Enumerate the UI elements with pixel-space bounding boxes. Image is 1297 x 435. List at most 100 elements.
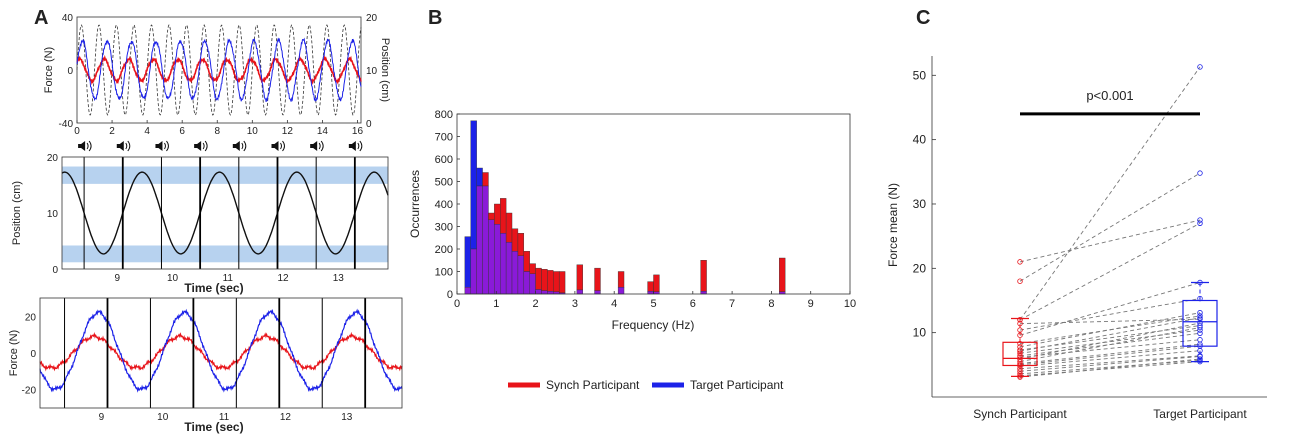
- c-point-target: [1197, 330, 1203, 337]
- b-bar-synch: [617, 271, 625, 288]
- c-point-synch: [1017, 350, 1023, 356]
- c-point-synch: [1017, 374, 1023, 380]
- c-ytick-label: 50: [913, 68, 927, 82]
- b-bar-overlap: [488, 219, 495, 295]
- b-bar-synch: [482, 172, 489, 187]
- b-ytick-label: 800: [435, 109, 453, 121]
- speaker-icon: [194, 140, 208, 152]
- speaker-icon-body: [78, 141, 86, 151]
- c-point-target: [1197, 310, 1203, 316]
- c-pair-line: [1019, 356, 1201, 372]
- b-bar-overlap: [511, 251, 519, 295]
- a1-series-position: [76, 24, 362, 116]
- speaker-icon-body: [116, 141, 124, 151]
- c-point-synch: [1017, 278, 1023, 284]
- a3-series-target: [39, 308, 403, 393]
- b-bar-synch: [779, 257, 786, 292]
- speaker-icon: [232, 140, 247, 152]
- panel-label-a: A: [34, 7, 48, 29]
- b-xtick-label: 10: [844, 298, 856, 310]
- a1-ytick-right-label: 10: [366, 66, 378, 77]
- panel-label-b: B: [428, 7, 442, 29]
- c-pair-line: [1019, 359, 1201, 375]
- c-pair-line: [1019, 312, 1201, 348]
- b-bar-overlap: [470, 248, 477, 295]
- c-pair-line: [1019, 361, 1201, 377]
- a2-position-curve: [61, 171, 389, 255]
- b-xtick-label: 3: [572, 298, 578, 310]
- b-bar-synch: [700, 260, 707, 292]
- c-point-synch: [1017, 363, 1023, 369]
- c-pair-line: [1019, 219, 1201, 263]
- a2-xtick-label: 10: [167, 273, 179, 284]
- b-ytick-label: 700: [435, 132, 453, 144]
- speaker-icon: [271, 140, 285, 152]
- speaker-icon-waves: [202, 140, 208, 152]
- c-ytick-label: 10: [913, 326, 927, 340]
- c-point-synch: [1017, 317, 1023, 323]
- b-xtick-label: 5: [650, 298, 656, 310]
- a2-x-label: Time (sec): [184, 281, 243, 295]
- a3-ytick-label: -20: [22, 386, 37, 397]
- c-point-synch: [1017, 327, 1023, 333]
- a1-y-left-label: Force (N): [43, 47, 55, 93]
- chart-b: 0 1 2 3 4 5 6 7 8 9 10 0 100 200 300 400 500 600 700 800 F…: [408, 109, 856, 392]
- speaker-icon-waves: [318, 140, 324, 152]
- chart-a2: 9 10 11 12 13 0 10 20 Time (sec) Position (cm): [11, 153, 389, 295]
- a1-ytick-right-label: 20: [366, 13, 378, 24]
- c-point-synch: [1017, 259, 1023, 265]
- c-point-synch: [1017, 320, 1023, 327]
- b-xtick-label: 1: [493, 298, 499, 310]
- b-bar-synch: [529, 263, 536, 274]
- c-pair-line: [1019, 327, 1201, 363]
- b-bar-overlap: [517, 255, 525, 295]
- c-point-target: [1197, 220, 1203, 226]
- a2-xtick-label: 9: [114, 273, 120, 284]
- c-point-target: [1197, 217, 1203, 223]
- b-bar-overlap: [500, 233, 507, 295]
- a1-xtick-label: 2: [109, 126, 115, 137]
- b-bar-overlap: [523, 271, 530, 295]
- a1-xtick-label: 14: [317, 126, 329, 137]
- chart-c: 10 20 30 40 50 p<0.001 Synch Participant Tar…: [886, 56, 1267, 421]
- b-bar-synch: [505, 212, 513, 243]
- b-bar-overlap: [617, 287, 625, 295]
- c-point-synch: [1017, 365, 1023, 372]
- b-xtick-label: 4: [611, 298, 617, 310]
- c-pair-line: [1019, 325, 1201, 351]
- b-bar-overlap: [482, 185, 489, 295]
- b-xtick-label: 8: [768, 298, 774, 310]
- c-point-target: [1197, 315, 1203, 321]
- a3-x-label: Time (sec): [184, 420, 243, 434]
- a3-y-label: Force (N): [8, 330, 20, 376]
- b-bar-overlap: [476, 185, 483, 295]
- b-bar-overlap: [547, 291, 554, 295]
- a3-ytick-label: 0: [30, 349, 36, 360]
- b-y-label: Occurrences: [408, 170, 422, 238]
- b-bar-synch: [523, 251, 530, 272]
- a2-xtick-label: 11: [223, 273, 234, 284]
- a1-xtick-label: 12: [282, 126, 294, 137]
- c-pair-line: [1019, 318, 1201, 325]
- c-pair-line: [1019, 345, 1201, 366]
- a2-target-band: [62, 245, 388, 263]
- b-bar-synch: [517, 233, 525, 256]
- b-bar-synch: [594, 267, 601, 291]
- a1-ytick-right-label: 0: [366, 119, 372, 130]
- c-point-target: [1197, 327, 1203, 333]
- b-bar-synch: [553, 271, 560, 292]
- c-ytick-label: 30: [913, 197, 927, 211]
- c-point-target: [1197, 295, 1203, 302]
- c-y-label: Force mean (N): [886, 183, 900, 267]
- speaker-icon-waves: [280, 140, 285, 152]
- b-bar-overlap: [464, 287, 471, 295]
- a1-series-target: [76, 37, 362, 102]
- b-bar-target: [464, 236, 471, 288]
- speaker-icon-waves: [357, 140, 363, 152]
- b-bar-overlap: [505, 242, 513, 295]
- speaker-icon: [155, 140, 169, 152]
- b-ytick-label: 200: [435, 244, 453, 256]
- c-x-label-target: Target Participant: [1153, 407, 1247, 421]
